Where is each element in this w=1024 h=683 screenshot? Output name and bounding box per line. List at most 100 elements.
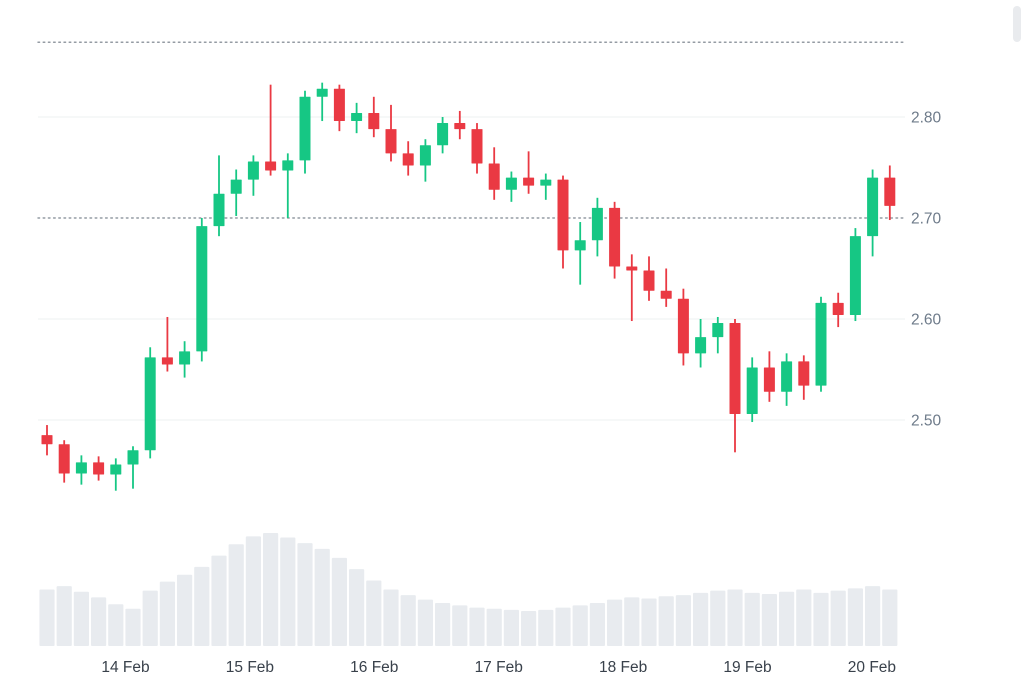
candle-wick (544, 173, 547, 200)
volume-bar (142, 590, 158, 646)
volume-bar (693, 592, 709, 646)
volume-bar (624, 597, 640, 646)
volume-bars (39, 533, 898, 646)
candle-body-up (419, 145, 431, 166)
volume-bar (125, 608, 141, 646)
volume-bar (349, 569, 365, 646)
volume-bar (245, 536, 261, 646)
candle-wick (321, 82, 324, 122)
volume-bar (194, 566, 210, 646)
candle-body-up (505, 177, 517, 190)
candle-body-up (849, 236, 861, 315)
volume-bar (744, 592, 760, 646)
x-axis-label: 19 Feb (723, 659, 771, 676)
volume-bar (882, 589, 898, 646)
x-axis-label: 18 Feb (599, 659, 647, 676)
candle-body-down (58, 444, 70, 474)
volume-bar (589, 603, 605, 646)
y-axis-labels: 2.80 2.70 2.60 2.50 (911, 110, 942, 430)
scrollbar-thumb[interactable] (1013, 6, 1021, 42)
candle-wick (665, 268, 668, 307)
candle-body-up (299, 96, 311, 161)
volume-bar (331, 557, 347, 646)
x-axis-labels: 14 Feb 15 Feb 16 Feb 17 Feb 18 Feb 19 Feb 20 F… (101, 659, 896, 676)
volume-bar (417, 599, 433, 646)
volume-bar (383, 589, 399, 646)
candle-body-down (626, 266, 638, 271)
candle-body-up (316, 88, 328, 97)
candle-body-down (763, 367, 775, 392)
candle-body-up (591, 207, 603, 241)
volume-bar (538, 609, 554, 646)
candle-body-up (815, 302, 827, 386)
candle-wick (132, 446, 134, 489)
candle-wick (286, 153, 289, 218)
x-axis-label: 14 Feb (101, 659, 149, 676)
candle-body-down (471, 129, 483, 164)
volume-bar (211, 555, 227, 646)
volume-bar (159, 581, 175, 646)
x-axis-label: 15 Feb (226, 659, 274, 676)
candle-body-up (213, 193, 225, 227)
candle-body-up (540, 179, 552, 186)
candle-body-up (282, 160, 294, 171)
volume-bar (366, 580, 382, 646)
candle-body-down (402, 153, 414, 166)
volume-bar (710, 590, 726, 646)
x-axis-label: 16 Feb (350, 659, 398, 676)
candle-body-up (437, 123, 449, 146)
candle-body-up (712, 323, 724, 338)
candle-body-up (781, 361, 793, 392)
candle-body-down (677, 298, 689, 354)
candle-body-down (488, 163, 500, 190)
volume-bar (572, 605, 588, 646)
volume-bar (607, 599, 623, 646)
candle-body-down (161, 357, 173, 365)
volume-bar (847, 588, 863, 646)
volume-bar (280, 537, 296, 646)
y-axis-label: 2.80 (911, 110, 942, 127)
candle-body-down (660, 290, 672, 299)
volume-bar (779, 591, 795, 646)
candle-wick (527, 151, 530, 194)
candle-body-down (609, 207, 621, 267)
volume-bar (796, 589, 812, 646)
volume-bar (452, 605, 468, 646)
candle-body-up (351, 112, 363, 122)
volume-bar (400, 595, 416, 646)
volume-bar (39, 589, 55, 646)
volume-bar (503, 609, 519, 646)
candle-body-down (368, 112, 380, 130)
volume-bar (865, 586, 881, 646)
volume-bar (675, 595, 691, 646)
volume-bar (521, 610, 537, 646)
candle-body-down (333, 88, 345, 122)
volume-bar (658, 596, 674, 646)
candle-body-up (179, 351, 191, 365)
dotted-lines (37, 41, 906, 219)
volume-bar (73, 591, 89, 646)
candle-body-down (93, 462, 105, 475)
candle-body-down (41, 435, 53, 445)
candle-body-down (385, 129, 397, 154)
volume-bar (314, 548, 330, 646)
x-axis-label: 20 Feb (848, 659, 896, 676)
candle-body-down (523, 177, 535, 186)
candle-body-up (144, 357, 156, 451)
volume-bar (555, 607, 571, 646)
volume-bar (435, 603, 451, 646)
volume-bar (469, 607, 485, 646)
y-axis-label: 2.70 (911, 211, 942, 228)
candle-body-down (832, 302, 844, 315)
volume-bar (177, 574, 193, 646)
volume-bar (228, 544, 244, 646)
candle-body-down (884, 177, 896, 206)
volume-bar (761, 594, 777, 646)
grid-lines (38, 116, 905, 421)
candle-body-down (265, 161, 277, 171)
volume-bar (263, 533, 279, 646)
candle-body-up (695, 337, 707, 354)
candle-body-down (798, 361, 810, 386)
